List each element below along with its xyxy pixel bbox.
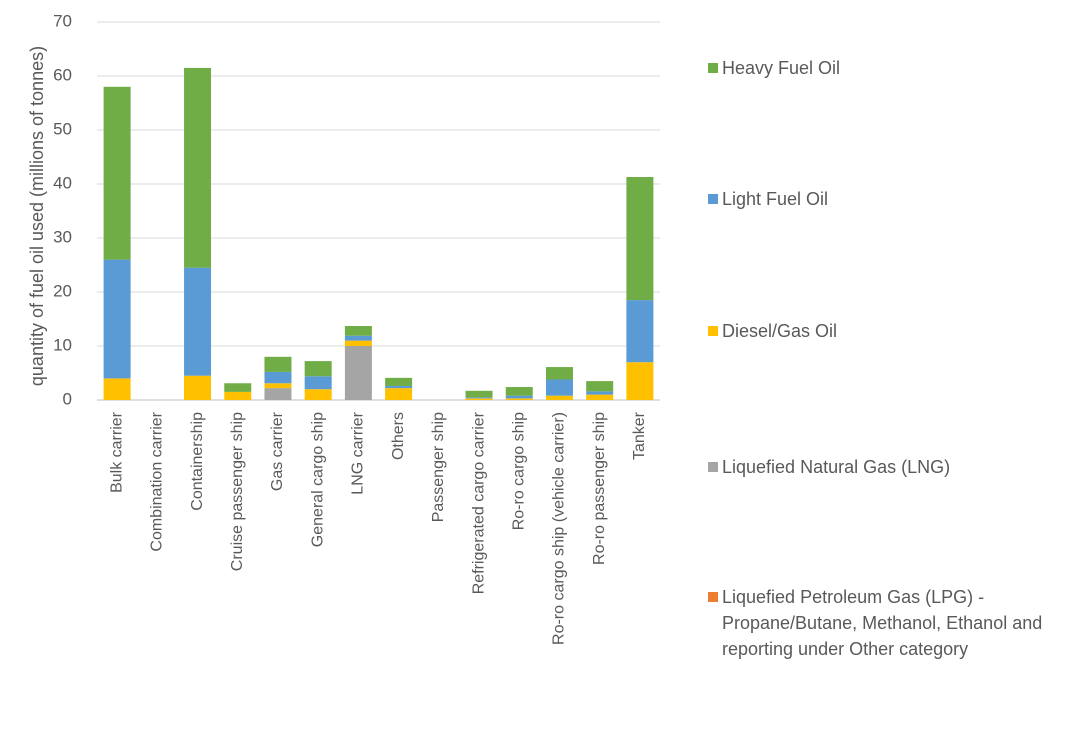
y-tick-label: 20: [53, 281, 72, 300]
bar-segment: [385, 385, 413, 389]
bar-segment: [465, 398, 493, 400]
bar-segment: [465, 397, 493, 399]
bar-segment: [344, 326, 372, 336]
bar-segment: [545, 367, 573, 380]
x-tick-label: Passenger ship: [430, 412, 447, 522]
bar-segment: [586, 394, 614, 400]
bar-segment: [184, 67, 212, 268]
bar-segment: [626, 300, 654, 363]
bar-segment: [385, 377, 413, 386]
y-tick-label: 10: [53, 335, 72, 354]
bar-segment: [264, 388, 292, 400]
bar-segment: [626, 362, 654, 400]
legend-entry: Liquefied Natural Gas (LNG): [708, 454, 1052, 480]
x-tick-label: Ro-ro passenger ship: [591, 412, 608, 565]
y-tick-label: 40: [53, 173, 72, 192]
legend-swatch: [708, 194, 718, 204]
x-tick-label: Refrigerated cargo carrier: [470, 411, 487, 594]
y-tick-label: 60: [53, 65, 72, 84]
legend-label: Heavy Fuel Oil: [722, 58, 841, 78]
x-tick-label: Containership: [189, 412, 206, 511]
bar-segment: [505, 398, 533, 400]
legend-entry: Heavy Fuel Oil: [708, 55, 1052, 81]
bar-segment: [264, 356, 292, 372]
bar-segment: [344, 340, 372, 346]
y-axis-title: quantity of fuel oil used (millions of t…: [27, 46, 47, 386]
legend-label: Liquefied Petroleum Gas (LPG) - Propane/…: [722, 587, 1043, 659]
bar-segment: [545, 395, 573, 400]
x-tick-label: Bulk carrier: [108, 411, 125, 493]
bar-segment: [264, 383, 292, 389]
legend-swatch: [708, 63, 718, 73]
bar-segment: [224, 391, 252, 400]
bar-segment: [264, 371, 292, 384]
legend-entry: Liquefied Petroleum Gas (LPG) - Propane/…: [708, 584, 1052, 662]
x-tick-label: LNG carrier: [350, 411, 367, 494]
bar-segment: [505, 387, 533, 396]
x-tick-label: Gas carrier: [269, 411, 286, 491]
y-tick-label: 50: [53, 119, 72, 138]
bar-segment: [184, 267, 212, 376]
bar-segment: [103, 259, 131, 379]
x-tick-label: Combination carrier: [149, 411, 166, 551]
bar-segment: [344, 335, 372, 341]
y-tick-label: 0: [63, 389, 72, 408]
bar-segment: [103, 378, 131, 400]
bar-segment: [626, 176, 654, 301]
legend-label: Light Fuel Oil: [722, 189, 829, 209]
x-tick-label: General cargo ship: [309, 412, 326, 547]
bar-segment: [304, 389, 332, 400]
bar-segment: [505, 395, 533, 399]
legend-entry: Light Fuel Oil: [708, 186, 1052, 212]
x-tick-label: Ro-ro cargo ship (vehicle carrier): [551, 412, 568, 645]
bar-segment: [184, 375, 212, 400]
bar-segment: [545, 379, 573, 396]
x-tick-label: Tanker: [631, 411, 648, 460]
bar-segment: [103, 86, 131, 260]
bar-segment: [224, 383, 252, 392]
legend-label: Diesel/Gas Oil: [722, 321, 838, 341]
y-tick-label: 70: [53, 11, 72, 30]
legend-entry: Diesel/Gas Oil: [708, 318, 1052, 344]
bar-segment: [385, 388, 413, 400]
x-tick-label: Cruise passenger ship: [229, 412, 246, 571]
legend-swatch: [708, 462, 718, 472]
bar-segment: [586, 381, 614, 392]
bar-segment: [344, 346, 372, 400]
bar-segment: [304, 376, 332, 390]
bar-segment: [586, 391, 614, 395]
x-tick-label: Others: [390, 412, 407, 460]
bar-segment: [465, 390, 493, 398]
bar-segment: [304, 361, 332, 377]
y-tick-label: 30: [53, 227, 72, 246]
legend-swatch: [708, 592, 718, 602]
legend-label: Liquefied Natural Gas (LNG): [722, 457, 951, 477]
x-tick-label: Ro-ro cargo ship: [510, 412, 527, 530]
legend-swatch: [708, 326, 718, 336]
